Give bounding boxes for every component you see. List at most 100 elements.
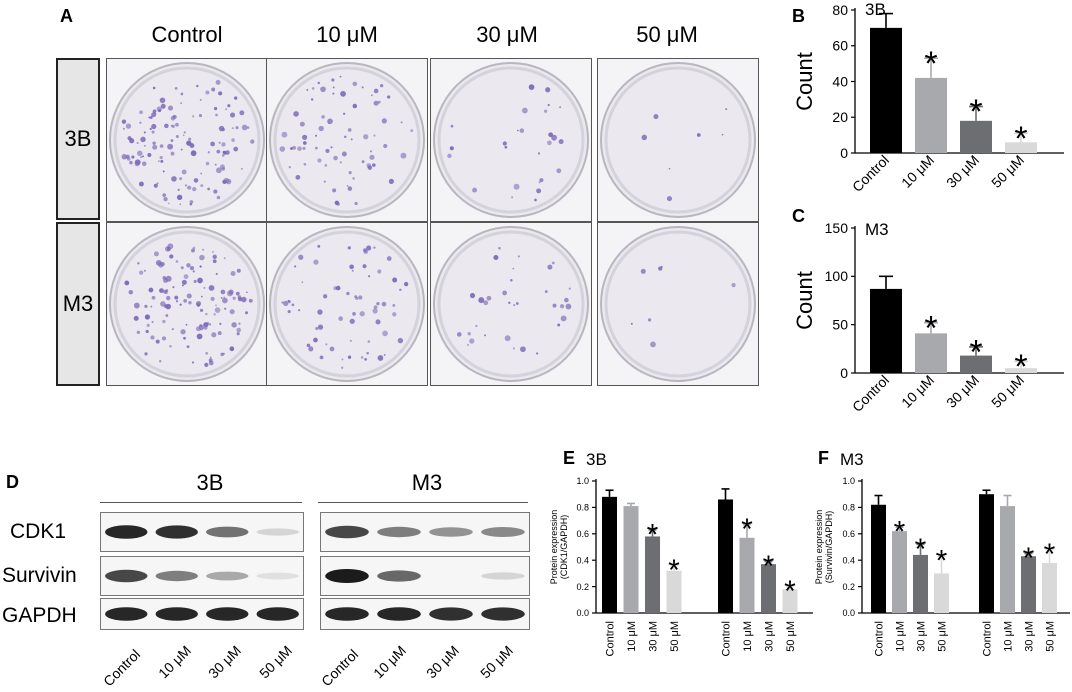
colony (512, 347, 515, 350)
wb-strip-image (105, 569, 299, 583)
colony (373, 100, 379, 106)
panel-a-row-m3: M3 (56, 222, 100, 386)
wb-strip-image (105, 525, 299, 539)
colony (367, 340, 371, 343)
wb-band (155, 570, 198, 582)
colony (290, 147, 293, 150)
colony (317, 324, 324, 330)
colony (302, 146, 306, 151)
colony (165, 314, 169, 317)
colony (230, 270, 236, 277)
colony (360, 356, 364, 359)
colony (205, 161, 210, 166)
y-axis-label: Protein expression(CDK1/GAPDH) (549, 510, 569, 585)
colony (640, 268, 646, 274)
dish-rim (604, 230, 752, 378)
colony (141, 161, 147, 167)
wb-band (155, 607, 198, 621)
wb-strip (320, 598, 530, 630)
wb-band (256, 607, 299, 621)
colony (283, 300, 289, 307)
wb-band (256, 572, 299, 580)
colony (176, 194, 183, 201)
dish-rim (113, 230, 261, 378)
dish-cell (597, 222, 759, 386)
colony (200, 184, 204, 188)
bar (915, 333, 947, 373)
colony (213, 189, 218, 194)
colony (347, 246, 351, 250)
colony (511, 196, 514, 199)
colony (203, 323, 206, 326)
colony (513, 303, 516, 307)
bar (1000, 506, 1015, 613)
wb-label-gapdh: GAPDH (2, 604, 77, 627)
colony (211, 332, 217, 338)
colony (180, 148, 183, 151)
x-tick-label: Control (849, 152, 892, 195)
colony (171, 328, 174, 331)
bar (623, 506, 639, 613)
colony (143, 269, 146, 272)
colony (180, 329, 186, 335)
colony (148, 287, 154, 293)
colony (223, 257, 226, 260)
colony (340, 90, 346, 97)
colony (156, 182, 159, 185)
colony (528, 84, 535, 90)
colony (351, 269, 354, 272)
colony (181, 279, 187, 285)
colony (199, 98, 202, 101)
y-tick-label: 40 (832, 73, 848, 89)
colony (354, 295, 358, 299)
colony (493, 254, 499, 260)
colony (315, 327, 319, 331)
colony (241, 296, 247, 303)
dish-cell (430, 58, 592, 222)
wb-lane-m3-control: Control (318, 646, 362, 690)
colony (510, 278, 513, 282)
colony (339, 75, 342, 78)
colony (321, 115, 325, 119)
dish-plate (269, 226, 425, 382)
colony (183, 336, 186, 340)
colony (246, 291, 248, 294)
chart-title: M3 (865, 220, 889, 239)
colony (349, 339, 352, 342)
colony (320, 86, 326, 93)
colony (140, 136, 146, 143)
colony (536, 188, 542, 194)
colony (551, 261, 555, 265)
y-tick-label: 0 (840, 145, 848, 161)
dish-rim (113, 66, 261, 214)
dish-image (109, 62, 265, 218)
colony (404, 281, 409, 287)
colony (158, 359, 162, 363)
colony (186, 345, 190, 349)
bar (960, 355, 992, 373)
colony (219, 322, 222, 326)
colony (361, 86, 364, 89)
colony (153, 183, 158, 188)
colony (469, 338, 475, 344)
colony (292, 145, 297, 150)
colony (167, 105, 174, 111)
colony (538, 181, 541, 184)
wb-lane-3b-50um: 50 μM (256, 642, 296, 682)
x-tick-label: 30 μM (648, 621, 660, 652)
wb-lane-m3-50um: 50 μM (477, 642, 517, 682)
colony (568, 287, 571, 290)
colony (306, 343, 311, 348)
colony (162, 319, 166, 324)
dish-plate (433, 62, 589, 218)
x-tick-label: Control (605, 621, 617, 656)
colony (214, 307, 221, 313)
colony (325, 343, 328, 346)
colony (189, 143, 195, 148)
colony (392, 277, 398, 283)
colony (559, 106, 562, 109)
colony (221, 142, 226, 147)
colony (297, 146, 302, 151)
colony (373, 246, 376, 249)
x-tick-label: 30 μM (916, 621, 928, 652)
